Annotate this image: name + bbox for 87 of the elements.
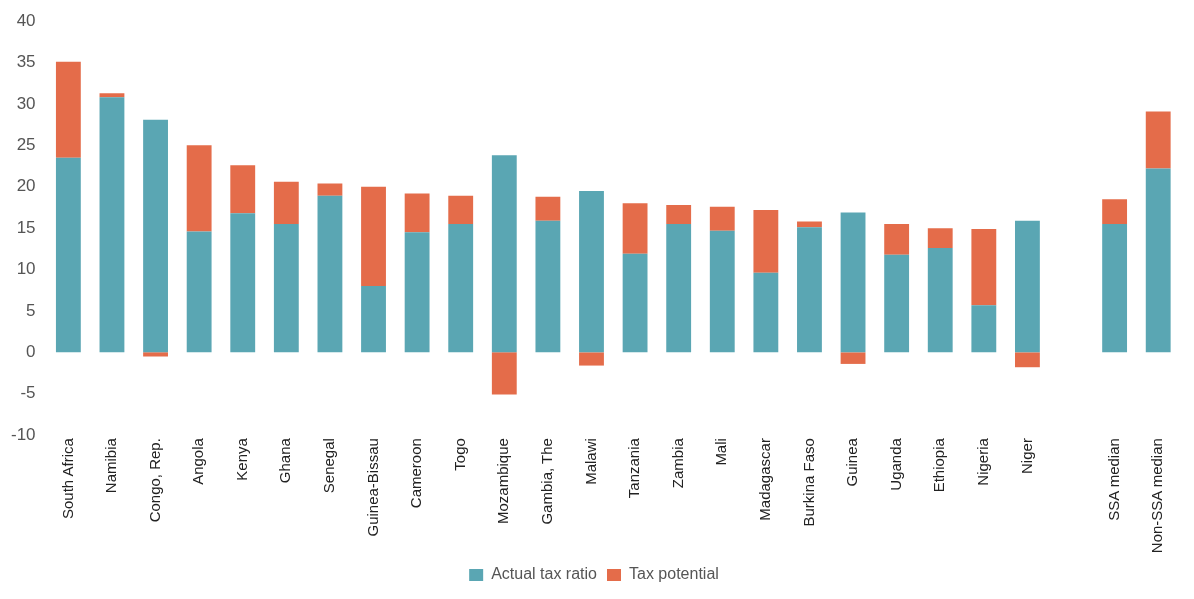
bar bbox=[971, 228, 997, 306]
y-tick-label: 15 bbox=[16, 217, 36, 237]
x-tick-label: Guinea bbox=[843, 437, 861, 487]
x-tick-label: Non-SSA median bbox=[1148, 438, 1166, 554]
bar bbox=[579, 190, 604, 353]
x-tick-label: Guinea-Bissau bbox=[363, 438, 381, 537]
bar bbox=[535, 196, 561, 221]
x-tick-label: Burkina Faso bbox=[799, 438, 817, 527]
bar bbox=[273, 181, 299, 225]
y-tick-label: 10 bbox=[16, 259, 36, 279]
bar bbox=[317, 183, 343, 196]
y-tick-label: 0 bbox=[26, 342, 36, 362]
x-tick-label: Tanzania bbox=[625, 437, 643, 499]
x-tick-label: Nigeria bbox=[973, 437, 991, 486]
x-tick-label: Niger bbox=[1017, 438, 1035, 474]
x-tick-label: Gambia, The bbox=[538, 438, 556, 525]
x-tick-label: Uganda bbox=[886, 437, 904, 491]
bar bbox=[753, 272, 779, 353]
bar bbox=[273, 224, 299, 353]
bar bbox=[404, 193, 430, 233]
bar bbox=[230, 165, 256, 214]
y-tick-label: 40 bbox=[16, 10, 36, 30]
bar bbox=[1145, 168, 1171, 353]
bar bbox=[666, 204, 692, 225]
x-tick-label: Congo, Rep. bbox=[145, 438, 163, 523]
x-tick-label: Mozambique bbox=[494, 438, 512, 524]
x-tick-label: Togo bbox=[450, 438, 468, 471]
y-tick-label: 5 bbox=[26, 300, 36, 320]
bar bbox=[143, 119, 168, 353]
y-tick-label: -10 bbox=[10, 424, 36, 444]
bar bbox=[884, 224, 910, 255]
x-tick-label: Madagascar bbox=[756, 438, 773, 521]
bar bbox=[99, 97, 125, 353]
bar bbox=[404, 232, 430, 353]
y-tick-label: 35 bbox=[16, 52, 36, 72]
bar bbox=[230, 213, 256, 353]
x-tick-label: Senegal bbox=[320, 438, 338, 494]
bar bbox=[1102, 199, 1128, 225]
bar bbox=[143, 352, 168, 357]
x-tick-label: Malawi bbox=[581, 438, 599, 485]
bar bbox=[55, 61, 81, 158]
y-tick-label: 30 bbox=[16, 93, 36, 113]
bar bbox=[99, 93, 125, 98]
legend-label: Actual tax ratio bbox=[491, 565, 598, 583]
bar bbox=[709, 206, 735, 231]
x-tick-label: Mali bbox=[712, 438, 730, 466]
x-tick-label: Kenya bbox=[232, 437, 250, 481]
bar bbox=[666, 224, 692, 353]
bar bbox=[1015, 352, 1040, 368]
x-tick-label: SSA median bbox=[1104, 438, 1122, 521]
bar bbox=[491, 155, 517, 353]
bar bbox=[448, 224, 474, 353]
x-tick-label: Angola bbox=[189, 437, 207, 485]
bar bbox=[1015, 220, 1040, 353]
bar bbox=[840, 212, 866, 353]
bar bbox=[753, 209, 779, 273]
bar bbox=[884, 254, 910, 353]
bar bbox=[55, 157, 81, 353]
bar bbox=[361, 186, 386, 287]
y-tick-label: -5 bbox=[20, 383, 36, 403]
bar bbox=[186, 145, 212, 232]
bar bbox=[622, 203, 648, 254]
bar bbox=[448, 195, 474, 225]
bar bbox=[622, 253, 648, 353]
bar bbox=[1102, 224, 1128, 353]
bar bbox=[535, 220, 561, 353]
bar bbox=[927, 248, 953, 353]
x-tick-label: Namibia bbox=[102, 437, 120, 494]
bar bbox=[579, 352, 604, 366]
bar bbox=[840, 352, 866, 364]
y-tick-label: 20 bbox=[16, 176, 36, 196]
bar bbox=[797, 227, 822, 353]
bar bbox=[927, 228, 953, 249]
bar bbox=[709, 230, 735, 353]
bar bbox=[491, 352, 517, 395]
bar bbox=[1145, 111, 1171, 169]
bar bbox=[361, 286, 386, 353]
bar bbox=[971, 305, 997, 353]
bar bbox=[317, 195, 343, 353]
x-tick-label: South Africa bbox=[58, 437, 76, 519]
x-tick-label: Cameroon bbox=[407, 438, 425, 509]
x-tick-label: Ghana bbox=[276, 437, 294, 484]
bar bbox=[186, 231, 212, 353]
y-tick-label: 25 bbox=[16, 135, 36, 155]
x-tick-label: Zambia bbox=[668, 437, 686, 489]
x-tick-label: Ethiopia bbox=[930, 437, 948, 493]
legend-label: Tax potential bbox=[629, 565, 719, 583]
